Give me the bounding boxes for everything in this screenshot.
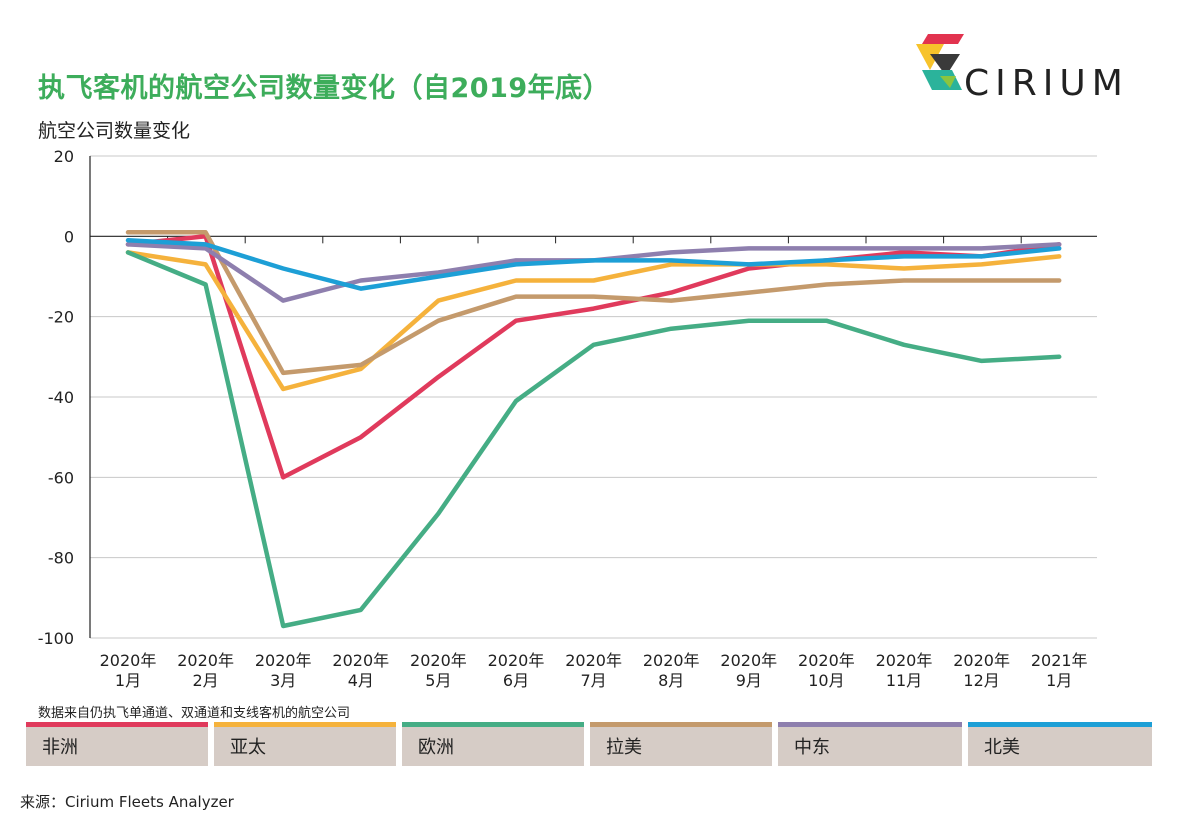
x-tick-label-year: 2020年: [953, 651, 1010, 670]
x-tick-label-year: 2020年: [876, 651, 933, 670]
logo-text: CIRIUM: [964, 63, 1129, 104]
legend-item-europe: 欧洲: [402, 722, 584, 766]
x-tick-label-year: 2020年: [410, 651, 467, 670]
series-line-3: [125, 230, 1062, 376]
x-tick-label-month: 10月: [808, 671, 844, 690]
legend-swatch: [590, 722, 772, 727]
x-tick-label-year: 2020年: [255, 651, 312, 670]
x-tick-label-year: 2020年: [332, 651, 389, 670]
legend-item-latin-america: 拉美: [590, 722, 772, 766]
legend-label: 中东: [794, 737, 830, 758]
logo-mark-red: [922, 34, 964, 44]
legend-label: 非洲: [42, 737, 78, 758]
x-tick-label-month: 3月: [270, 671, 296, 690]
y-tick-label: -20: [48, 308, 74, 327]
series-line-0: [125, 234, 1062, 480]
legend-item-asia-pacific: 亚太: [214, 722, 396, 766]
y-axis-label: 航空公司数量变化: [38, 120, 191, 142]
x-tick-label-month: 5月: [425, 671, 451, 690]
legend-label: 北美: [984, 737, 1020, 758]
legend-label: 拉美: [606, 737, 642, 758]
data-note: 数据来自仍执飞单通道、双通道和支线客机的航空公司: [38, 706, 351, 721]
series-line-1: [125, 250, 1062, 392]
x-tick-label-year: 2021年: [1031, 651, 1088, 670]
grid-lines: [89, 155, 1097, 639]
legend-swatch: [778, 722, 962, 727]
legend-swatch: [26, 722, 208, 727]
legend-label: 亚太: [230, 737, 266, 758]
x-tick-label-year: 2020年: [177, 651, 234, 670]
y-tick-label: -40: [48, 388, 74, 407]
legend-label: 欧洲: [418, 737, 454, 758]
logo-mark-green: [940, 76, 956, 88]
x-tick-label-month: 6月: [503, 671, 529, 690]
source-note: 来源：Cirium Fleets Analyzer: [20, 793, 234, 811]
y-tick-label: 0: [64, 227, 74, 246]
legend-swatch: [214, 722, 396, 727]
x-tick-label-month: 2月: [193, 671, 219, 690]
x-tick-label-year: 2020年: [488, 651, 545, 670]
x-tick-label-month: 4月: [348, 671, 374, 690]
y-tick-label: -60: [48, 468, 74, 487]
series-line-2: [125, 250, 1062, 629]
y-tick-label: 20: [54, 147, 74, 166]
chart-title: 执飞客机的航空公司数量变化（自2019年底）: [38, 73, 611, 104]
y-tick-labels: 20 0 -20 -40 -60 -80 -100: [38, 147, 74, 648]
x-tick-label-year: 2020年: [643, 651, 700, 670]
legend-item-north-america: 北美: [968, 722, 1152, 766]
legend-swatch: [402, 722, 584, 727]
x-tick-label-month: 1月: [1046, 671, 1072, 690]
x-tick-label-month: 12月: [963, 671, 999, 690]
logo-mark-dark: [930, 54, 960, 76]
series-line-5: [125, 238, 1062, 291]
series-lines: [125, 230, 1062, 629]
y-tick-label: -100: [38, 629, 74, 648]
x-tick-labels: 2020年1月2020年2月2020年3月2020年4月2020年5月2020年…: [100, 651, 1088, 690]
x-tick-label-month: 8月: [658, 671, 684, 690]
legend-item-middle-east: 中东: [778, 722, 962, 766]
x-tick-label-year: 2020年: [100, 651, 157, 670]
legend-swatch: [968, 722, 1152, 727]
logo-mark-yellow: [916, 44, 944, 70]
x-tick-label-month: 9月: [736, 671, 762, 690]
legend-item-africa: 非洲: [26, 722, 208, 766]
x-tick-label-year: 2020年: [565, 651, 622, 670]
legend: 非洲 亚太 欧洲 拉美 中东 北美: [26, 722, 1152, 766]
cirium-logo: [916, 34, 964, 90]
x-tick-label-month: 7月: [581, 671, 607, 690]
x-tick-label-year: 2020年: [720, 651, 777, 670]
y-tick-label: -80: [48, 549, 74, 568]
x-tick-label-month: 1月: [115, 671, 141, 690]
x-tick-label-year: 2020年: [798, 651, 855, 670]
x-tick-label-month: 11月: [886, 671, 922, 690]
logo-mark-teal: [922, 70, 962, 90]
